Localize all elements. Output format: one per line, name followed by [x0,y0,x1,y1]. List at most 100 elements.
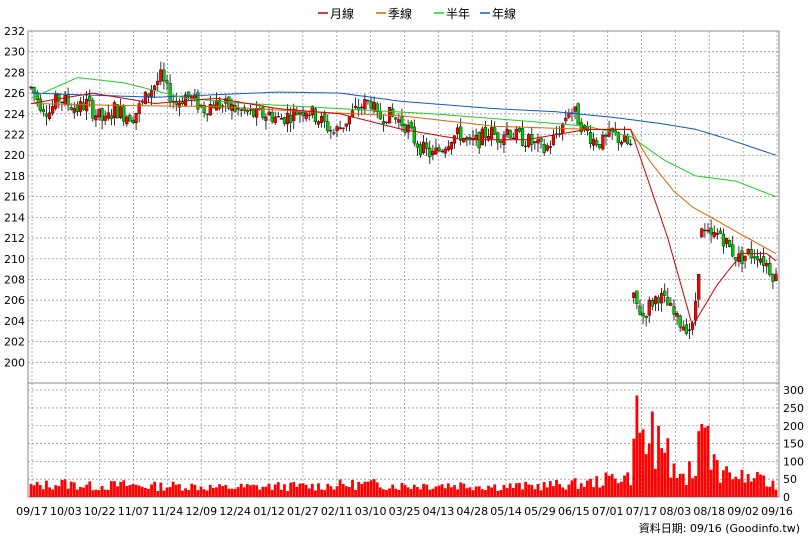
volume-bar [134,484,138,497]
volume-bar [601,485,605,497]
volume-bar [558,484,562,497]
candle-body [731,244,735,257]
price-tick-label: 206 [4,294,25,307]
volume-bar [539,490,543,497]
volume-bar [369,480,373,497]
date-tick-label: 05/14 [490,505,522,518]
volume-axis-ticks: 0 50 100 150 200 250 300 [783,384,804,504]
year-ma-line [30,91,777,156]
volume-bars [29,395,778,497]
volume-bar [453,485,456,497]
date-tick-label: 09/02 [727,505,759,518]
volume-bar [579,483,583,497]
candle-body [242,107,246,111]
volume-bar [382,489,385,497]
volume-bar [555,479,558,497]
candle-body [100,108,104,121]
candle-body [459,126,463,141]
volume-bar [412,484,416,497]
volume-bar [91,490,95,497]
volume-bar [647,443,651,497]
candlesticks [29,61,778,340]
volume-bar [233,488,237,497]
volume-bar [684,484,688,497]
candle-body [233,105,237,112]
candle-body [273,116,277,124]
volume-bar [184,488,187,497]
volume-bar [72,482,76,497]
volume-bar [239,483,243,497]
volume-tick-label: 300 [783,384,804,397]
candle-body [703,229,707,232]
candle-body [75,105,79,112]
candle-body [585,126,590,132]
volume-bar [663,452,667,497]
date-tick-label: 11/24 [152,505,184,518]
candle-body [755,256,760,261]
volume-bar [518,482,521,497]
volume-bar [338,479,342,497]
volume-bar [295,486,299,497]
price-tick-label: 230 [4,46,25,59]
volume-bar [313,490,317,497]
volume-bar [437,485,441,497]
candle-body [335,126,339,131]
date-tick-label: 04/13 [423,505,455,518]
candle-body [768,263,772,275]
volume-bar [140,486,144,497]
candle-body [514,129,518,140]
price-tick-label: 226 [4,87,25,100]
volume-bar [286,491,289,497]
volume-bar [536,483,540,497]
candle-body [660,292,664,304]
candle-body [588,131,593,144]
candle-body [372,102,376,112]
candle-body [159,69,163,82]
candle-body [391,108,395,117]
candle-body [397,119,401,123]
volume-bar [697,431,701,497]
candle-body [332,132,336,134]
legend-label: 年線 [492,6,516,21]
candle-body [496,132,500,143]
candle-body [143,91,147,104]
volume-bar [502,484,506,497]
candle-body [81,102,86,110]
date-tick-label: 02/11 [321,505,353,518]
candle-body [548,146,552,148]
candle-body [103,115,107,121]
candle-body [279,117,283,120]
volume-bar [150,484,153,497]
price-tick-label: 222 [4,129,25,142]
volume-bar [443,488,447,497]
candle-body [165,80,169,84]
candle-body [196,92,200,110]
volume-bar [289,482,293,497]
volume-bar [456,489,459,497]
date-tick-label: 09/16 [761,505,793,518]
candle-body [394,117,398,120]
candle-body [415,143,420,148]
volume-bar [378,487,382,497]
candle-body [63,95,67,105]
volume-bar [357,481,361,497]
candle-body [619,141,624,145]
price-tick-label: 212 [4,232,25,245]
candle-body [499,140,503,143]
candle-body [743,255,747,261]
candle-body [653,296,658,305]
candle-body [298,112,302,115]
volume-bar [425,484,429,497]
volume-bar [409,489,413,497]
volume-bar [147,488,150,497]
date-tick-label: 12/24 [219,505,251,518]
volume-bar [545,487,549,497]
volume-bar [388,488,391,497]
volume-panel-frame [27,382,780,498]
volume-bar [385,490,388,497]
volume-bar [249,485,252,497]
candle-body [264,116,268,121]
volume-bar [629,485,633,497]
volume-bar [32,485,36,497]
chart-legend: 月線 季線 半年 年線 [318,6,516,21]
